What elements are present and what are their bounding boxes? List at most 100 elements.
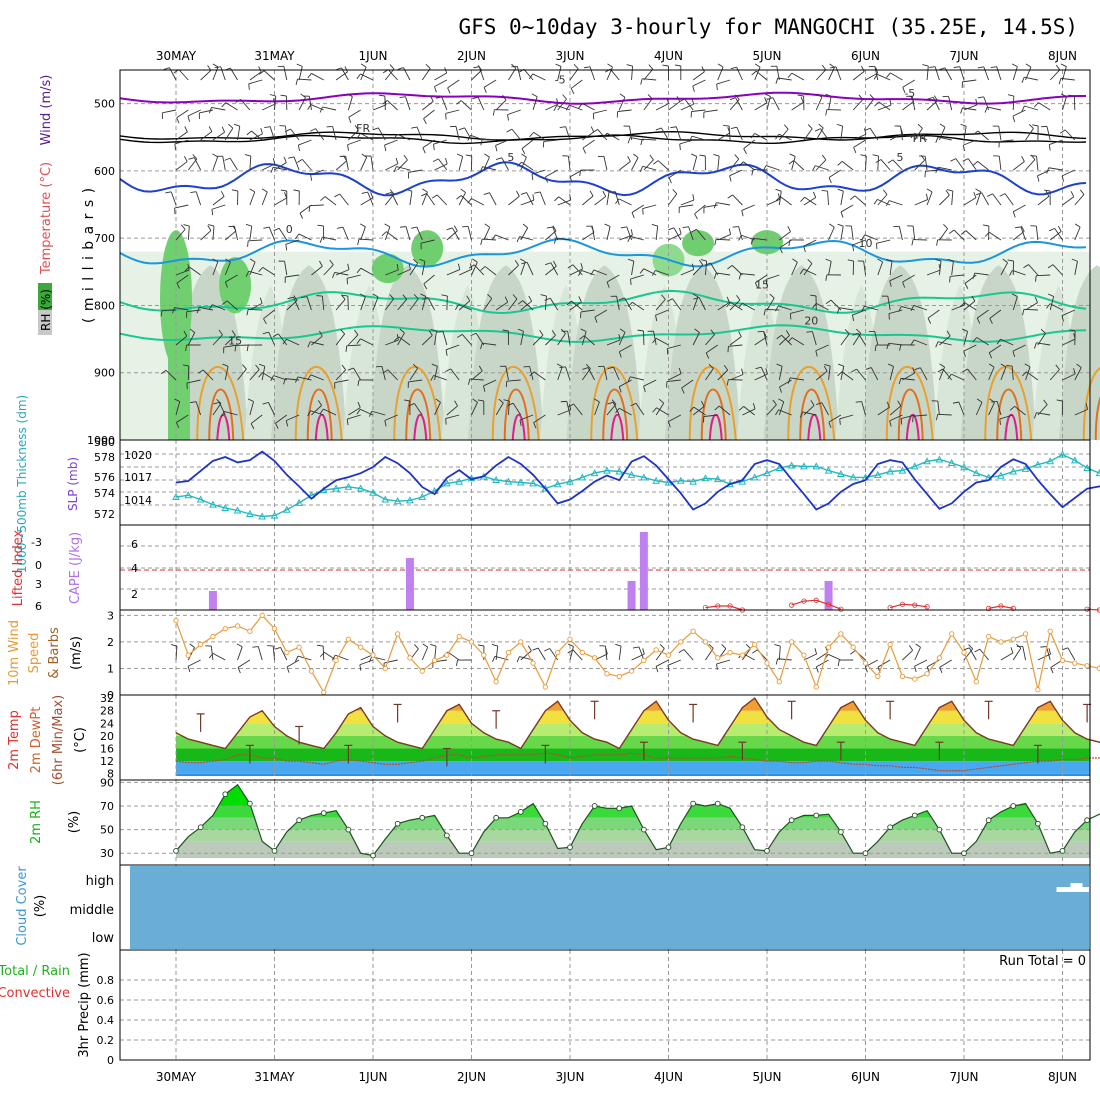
wind-barb [840,211,844,218]
isotherm-25 [700,388,727,441]
cloud-ylabel: Cloud Cover [15,866,30,946]
wind-barb [655,315,658,322]
wind-barb [190,401,197,404]
wind-barb [590,269,595,276]
wind-barb [372,296,379,311]
wind-barb [1045,190,1050,197]
wind-barb [208,304,213,310]
wind-barb [678,367,682,374]
rh-band [176,817,1090,830]
wind-barb [823,365,828,372]
wind-barb [297,376,312,381]
wind-barb [573,64,579,69]
wind-barb [821,64,827,71]
wind-barb [984,106,988,113]
wind-barb [606,274,620,283]
wind-barb [666,348,669,355]
wind-barb [840,126,844,141]
wind-barb [960,107,963,114]
wind-10m-barb [317,644,324,647]
wind-speed-marker [1096,665,1100,672]
wind-barb [311,265,323,276]
contour-label: FR [913,132,927,145]
wind-barb [422,139,435,149]
wind-barb [397,67,404,70]
wind-barb [246,309,249,316]
wind-barb [483,298,493,311]
wind-barb [1057,225,1062,232]
date-label-top: 4JUN [654,49,683,63]
isotherm-minus5 [119,91,1086,105]
wind-barb [514,260,519,266]
wind-barb [775,77,779,84]
wind-barb [988,363,995,368]
wind-barb [184,126,188,133]
li-tick: -3 [31,536,42,549]
wind-barb [1074,223,1081,228]
wind-barb [255,364,260,370]
wind-speed-marker [247,628,253,634]
wind-10m-barb [850,650,856,655]
wind-barb [889,133,903,141]
wind-barb [296,158,303,163]
wind-barb [246,345,249,352]
wind-barb [815,69,827,81]
wind-barb [571,300,583,311]
wind-barb [546,226,553,229]
wind-barb [301,159,312,171]
wind-barb [1035,226,1039,241]
wind-barb [580,262,584,270]
wind-tick: 0 [107,689,114,702]
wind-barb [555,63,562,67]
wind-barb [1074,194,1085,206]
wind-barb [939,123,946,128]
wind-barb [1064,129,1076,141]
wind-barb [676,96,681,102]
wind-barb [293,297,300,311]
wind-barb [734,154,740,160]
wind-barb [480,266,486,271]
wind-barb [755,70,768,81]
wind-barb [212,258,219,263]
wind-barb [741,368,744,375]
wind-barb [545,176,548,183]
wind-barb [520,261,526,276]
wind-barb [212,156,219,171]
rh-marker [1010,803,1017,809]
wind-barb [225,102,238,111]
wind-barb [553,105,558,112]
wind-barb [877,104,892,111]
wind-barb [937,413,952,416]
wind-barb [594,401,600,416]
wind-barb [294,233,300,240]
wind-barb [359,223,366,228]
wind-barb [852,309,866,316]
thickness-marker [923,457,931,465]
thickness-marker [184,491,193,499]
contour-label: 10 [859,237,873,250]
isotherm-15 [119,324,1087,343]
wind-barb [778,366,783,381]
wind-barb [244,154,251,157]
rh-marker [468,850,475,857]
wind-barb [189,328,196,333]
wind-barb [668,373,682,381]
wind-barb [962,107,977,111]
wind-barb [430,95,434,102]
wind-barb [888,309,903,315]
wind-barb [240,99,251,111]
rh-marker [838,829,844,835]
wind-barb [184,156,188,162]
wind-barb [269,94,276,97]
wind-barb [522,223,528,229]
wind-barb [701,66,705,72]
wind-speed-marker [185,652,191,658]
wind-barb [323,408,337,416]
wind-barb [558,196,571,206]
wind-barb [962,368,968,373]
wind-barb [556,98,559,105]
wind-barb [234,345,237,352]
wind-barb [1073,368,1076,375]
wind-barb [396,166,411,171]
isotherm-20 [787,365,836,441]
